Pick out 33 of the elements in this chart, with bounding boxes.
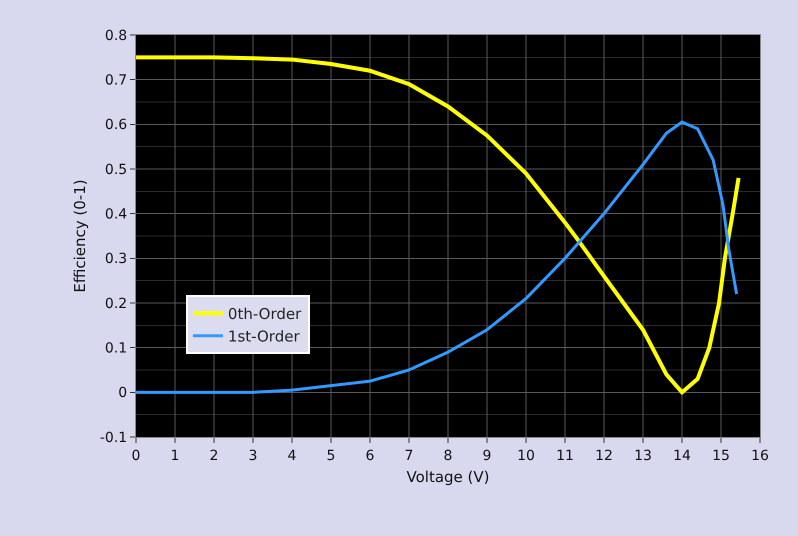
legend-label: 0th-Order bbox=[228, 305, 302, 324]
x-tick-label: 9 bbox=[482, 448, 492, 464]
x-tick-label: 15 bbox=[712, 448, 730, 464]
x-tick-label: 16 bbox=[751, 448, 769, 464]
y-tick-label: 0 bbox=[118, 385, 128, 402]
x-tick-label: 2 bbox=[210, 448, 218, 464]
line-series bbox=[136, 120, 738, 394]
x-tick-label: 14 bbox=[673, 448, 691, 464]
x-tick-label: 3 bbox=[248, 448, 258, 464]
y-tick-label: 0.1 bbox=[104, 340, 128, 357]
y-tick-label: 0.5 bbox=[104, 162, 128, 178]
x-tick-label: 6 bbox=[366, 448, 375, 464]
y-tick-label: 0.7 bbox=[104, 72, 128, 89]
y-tick-label: 0.3 bbox=[104, 251, 128, 268]
x-tick-label: 5 bbox=[326, 448, 336, 464]
x-tick-label: 13 bbox=[634, 448, 652, 464]
x-tick-label: 0 bbox=[132, 448, 140, 464]
y-tick-label: 0.2 bbox=[104, 296, 128, 312]
x-tick-label: 12 bbox=[595, 448, 613, 464]
y-tick-label: 0.8 bbox=[104, 28, 128, 44]
x-tick-label: 4 bbox=[288, 448, 297, 464]
x-tick-label: 7 bbox=[404, 448, 414, 464]
x-tick-label: 1 bbox=[170, 448, 180, 464]
legend-label: 1st-Order bbox=[228, 328, 300, 346]
y-tick-label: 0.6 bbox=[104, 117, 128, 134]
x-tick-label: 8 bbox=[444, 448, 452, 464]
x-tick-label: 11 bbox=[556, 448, 574, 464]
y-tick-label: 0.4 bbox=[104, 206, 128, 223]
x-axis-title: Voltage (V) bbox=[406, 468, 490, 486]
line-series bbox=[136, 55, 741, 394]
y-axis-title: Efficiency (0-1) bbox=[71, 179, 90, 293]
x-tick-label: 10 bbox=[517, 448, 535, 464]
y-tick-label: -0.1 bbox=[100, 430, 128, 446]
